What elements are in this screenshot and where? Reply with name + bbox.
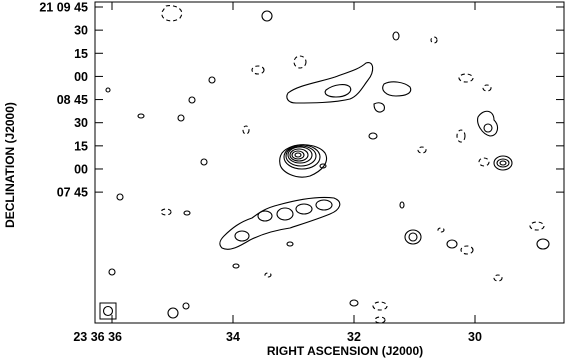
core-contour-2	[283, 144, 321, 170]
plot-border	[94, 1, 565, 324]
southern-lobe-contours	[219, 196, 341, 250]
noise-pos	[182, 302, 190, 310]
noise-pos	[108, 268, 116, 276]
noise-neg	[437, 227, 445, 233]
noise-pos	[183, 210, 191, 216]
core-contour-4	[287, 146, 313, 164]
northern-lobe-outer	[286, 61, 374, 104]
east-knots	[404, 110, 513, 245]
beam-frame	[99, 302, 117, 320]
noise-negative-contours	[160, 5, 545, 324]
beam-ellipse	[102, 305, 114, 317]
core-contour-3	[285, 145, 317, 167]
y-tick-label: 07 45	[57, 186, 88, 200]
noise-pos	[200, 158, 208, 166]
noise-pos	[392, 31, 400, 41]
plot-frame	[94, 1, 565, 324]
x-axis-label: RIGHT ASCENSION (J2000)	[267, 344, 423, 358]
noise-pos	[536, 238, 550, 250]
noise-pos	[286, 241, 294, 247]
y-tick-label: 08 45	[57, 93, 88, 107]
southern-lobe-knot-4	[295, 203, 313, 215]
y-tick-label: 15	[74, 47, 88, 61]
noise-neg	[161, 5, 183, 22]
northern-lobe-inner	[324, 84, 352, 98]
east-knot-outer	[493, 155, 513, 171]
beam-box	[99, 302, 117, 320]
southern-lobe-knot-2	[257, 210, 273, 222]
noise-pos	[232, 263, 240, 269]
east-north-knot-outer	[477, 110, 499, 137]
y-tick-label: 00	[74, 70, 88, 84]
core-contour-5	[289, 148, 309, 162]
x-axis-ticks: 23 36 36343230282624	[73, 2, 482, 344]
noise-neg	[493, 274, 503, 282]
northern-lobe-knot	[373, 102, 385, 113]
south-east-knot-inner	[408, 232, 418, 242]
noise-neg	[458, 73, 474, 83]
noise-neg	[478, 157, 490, 167]
y-tick-label: 21 09 45	[39, 1, 88, 15]
noise-pos	[349, 299, 359, 307]
east-knot-inner	[499, 160, 507, 166]
y-tick-label: 30	[74, 24, 88, 38]
noise-neg	[529, 221, 545, 231]
noise-neg	[460, 245, 474, 255]
noise-pos	[399, 201, 405, 209]
x-tick-label: 23 36 36	[73, 330, 122, 344]
southern-lobe-knot-5	[315, 199, 333, 211]
contour-map	[99, 5, 550, 324]
y-axis-label: DECLINATION (J2000)	[3, 102, 17, 228]
southern-lobe-knot-3	[276, 207, 294, 221]
x-tick-label: 34	[226, 330, 240, 344]
noise-pos	[105, 87, 111, 93]
x-tick-label: 32	[347, 330, 361, 344]
noise-neg	[160, 208, 172, 216]
y-tick-label: 30	[74, 116, 88, 130]
south-east-knot-outer	[404, 229, 422, 245]
noise-pos	[319, 163, 327, 169]
southern-lobe-outer	[219, 196, 341, 250]
noise-pos	[261, 10, 273, 22]
noise-neg	[372, 301, 388, 311]
noise-neg	[482, 84, 492, 92]
noise-pos	[137, 113, 145, 119]
noise-pos	[446, 239, 458, 249]
core-contour-6	[291, 150, 305, 160]
noise-neg	[417, 146, 427, 154]
core-contour-1	[279, 144, 328, 178]
y-tick-label: 15	[74, 139, 88, 153]
noise-pos	[116, 193, 124, 201]
noise-neg	[293, 55, 307, 69]
noise-neg	[242, 125, 250, 135]
noise-pos	[188, 96, 196, 104]
northern-lobe-east	[382, 81, 412, 97]
y-axis-ticks: 21 09 45 30 15 00 08 45 30 15 00 07 45	[39, 1, 564, 200]
noise-neg	[430, 36, 438, 44]
northern-lobe-contours	[286, 61, 412, 113]
southern-lobe-knot-1	[234, 230, 250, 242]
noise-neg	[251, 65, 265, 75]
east-north-knot-inner	[483, 123, 493, 133]
noise-neg	[264, 272, 272, 278]
noise-neg	[456, 129, 466, 143]
core-contours	[279, 144, 328, 178]
y-tick-label: 00	[74, 162, 88, 176]
east-knot-mid	[496, 158, 510, 168]
noise-pos	[177, 114, 185, 122]
core-contour-7	[294, 152, 302, 158]
noise-pos	[368, 132, 378, 140]
noise-neg	[374, 316, 386, 324]
x-tick-label: 30	[468, 330, 482, 344]
noise-pos	[208, 76, 216, 84]
noise-pos	[167, 307, 179, 319]
noise-positive-contours	[105, 10, 550, 319]
